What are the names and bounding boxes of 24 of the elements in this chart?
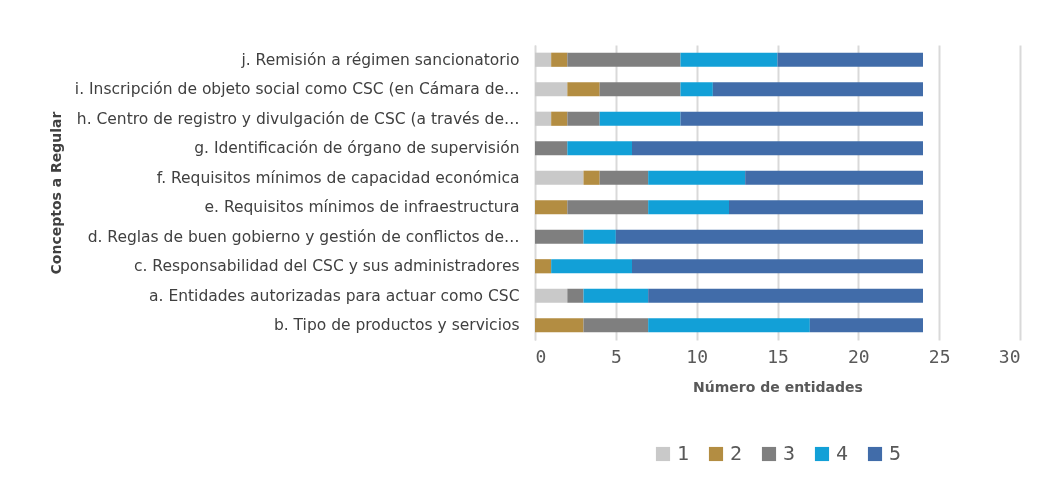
legend-label: 2 — [730, 441, 743, 465]
y-tick-label: a. Entidades autorizadas para actuar como CSC — [149, 286, 520, 305]
y-tick-label: j. Remisión a régimen sancionatorio — [240, 50, 520, 69]
y-tick-label: i. Inscripción de objeto social como CSC (en Cámara de… — [74, 80, 520, 99]
y-axis-title: Conceptos a Regular — [47, 111, 64, 275]
x-tick-label: 0 — [535, 345, 547, 367]
y-tick-label: h. Centro de registro y divulgación de CSC (a través de… — [76, 109, 520, 128]
legend-label: 4 — [836, 441, 849, 465]
legend-label: 1 — [677, 441, 690, 465]
x-tick-label: 30 — [998, 345, 1021, 367]
x-tick-label: 5 — [610, 345, 622, 367]
y-tick-label: d. Reglas de buen gobierno y gestión de conflictos de… — [87, 227, 520, 246]
y-tick-label: c. Responsabilidad del CSC y sus administradores — [133, 257, 520, 276]
x-tick-label: 25 — [928, 345, 951, 367]
x-tick-label: 10 — [686, 345, 709, 367]
legend-label: 5 — [889, 441, 902, 465]
y-tick-label: f. Requisitos mínimos de capacidad económica — [156, 168, 520, 187]
legend-label: 3 — [783, 441, 796, 465]
y-tick-label: g. Identificación de órgano de supervisión — [194, 139, 520, 158]
y-tick-label: e. Requisitos mínimos de infraestructura — [204, 198, 520, 217]
y-tick-label: b. Tipo de productos y servicios — [273, 316, 520, 335]
x-axis-title: Número de entidades — [693, 378, 863, 395]
x-tick-label: 15 — [767, 345, 789, 367]
x-tick-label: 20 — [847, 345, 870, 367]
